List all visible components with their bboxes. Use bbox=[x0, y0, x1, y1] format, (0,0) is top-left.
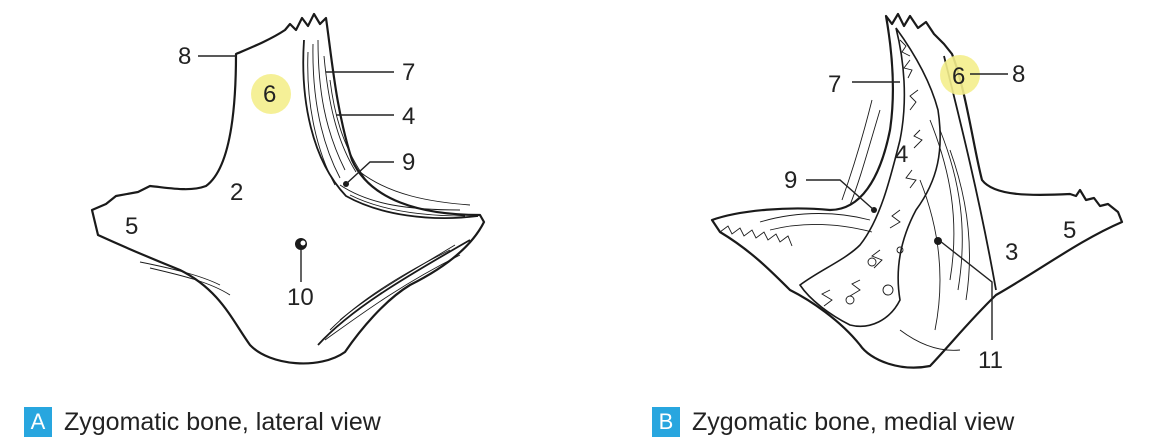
bone-lateral-outline bbox=[90, 12, 486, 365]
bone-medial-view: 7 6 8 4 9 3 5 11 bbox=[710, 12, 1124, 374]
label-9-b: 9 bbox=[784, 167, 797, 194]
label-6-a: 6 bbox=[263, 81, 276, 108]
caption-a: A Zygomatic bone, lateral view bbox=[24, 405, 381, 439]
serrated-edge-b bbox=[719, 225, 793, 247]
bone-lateral-view: 8 6 7 4 9 2 5 10 bbox=[90, 12, 486, 365]
label-7-a: 7 bbox=[402, 59, 415, 86]
figure-badge-a: A bbox=[24, 407, 52, 437]
leader-9-b bbox=[806, 179, 875, 211]
rough-surface-b bbox=[798, 27, 941, 327]
label-8-b: 8 bbox=[1012, 61, 1025, 88]
illustration: 8 6 7 4 9 2 5 10 bbox=[90, 12, 1124, 374]
zygomaticotemporal-foramen-b bbox=[934, 237, 942, 245]
rough-texture-b bbox=[821, 39, 923, 307]
label-8-a: 8 bbox=[178, 43, 191, 70]
label-6-b: 6 bbox=[952, 63, 965, 90]
label-5-a: 5 bbox=[125, 213, 138, 240]
caption-b: B Zygomatic bone, medial view bbox=[652, 405, 1014, 439]
label-5-b: 5 bbox=[1063, 217, 1076, 244]
highlight-6-b bbox=[940, 55, 980, 95]
label-7-b: 7 bbox=[828, 71, 841, 98]
label-10-a: 10 bbox=[287, 284, 314, 311]
caption-text-b: Zygomatic bone, medial view bbox=[692, 407, 1015, 436]
label-11-b: 11 bbox=[978, 347, 1003, 374]
leader-11-b bbox=[939, 240, 993, 340]
hatching-lower-edge-a bbox=[139, 239, 471, 346]
caption-text-a: Zygomatic bone, lateral view bbox=[64, 407, 381, 436]
label-4-b: 4 bbox=[895, 141, 908, 168]
label-3-b: 3 bbox=[1005, 239, 1018, 266]
label-4-a: 4 bbox=[402, 103, 415, 130]
label-9-a: 9 bbox=[402, 149, 415, 176]
figure-badge-b: B bbox=[652, 407, 680, 437]
label-2-a: 2 bbox=[230, 179, 243, 206]
hatching-orbital-rim-a bbox=[302, 39, 479, 219]
leader-9-a bbox=[345, 161, 394, 185]
highlight-6-a bbox=[251, 74, 291, 114]
